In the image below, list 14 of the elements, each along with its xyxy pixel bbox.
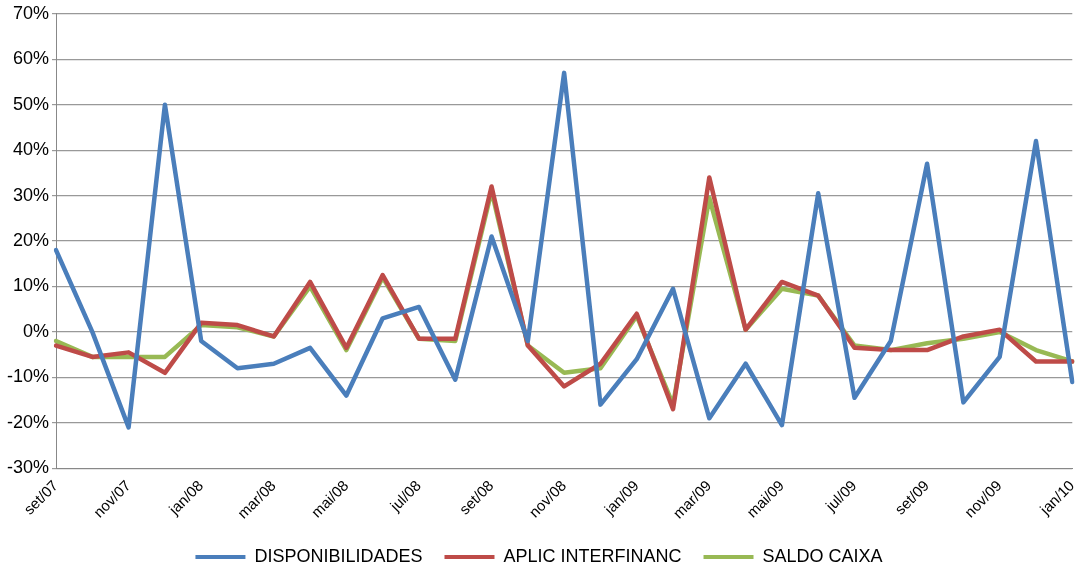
y-tick-label: 60% — [12, 48, 50, 69]
y-tick-label: 40% — [12, 139, 50, 160]
y-tick-label: 30% — [12, 184, 50, 205]
y-tick-label: -30% — [6, 457, 50, 478]
y-tick-label: -10% — [6, 366, 50, 387]
y-tick-label: 70% — [12, 2, 50, 23]
y-tick-label: 0% — [23, 320, 50, 341]
legend-label: DISPONIBILIDADES — [254, 545, 423, 566]
y-tick-label: -20% — [6, 411, 50, 432]
y-tick-label: 50% — [12, 93, 50, 114]
y-tick-label: 10% — [12, 275, 50, 296]
y-tick-label: 20% — [12, 230, 50, 250]
legend-label: SALDO CAIXA — [762, 545, 883, 566]
legend-label: APLIC INTERFINANC — [503, 545, 682, 566]
